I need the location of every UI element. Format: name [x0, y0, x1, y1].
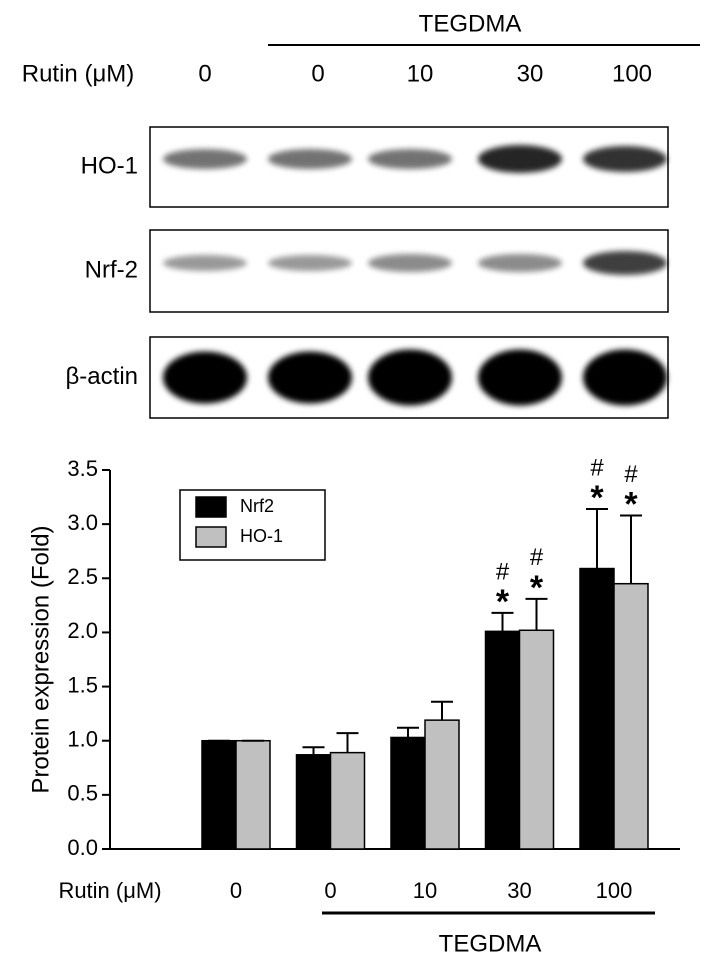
- group-label: TEGDMA: [439, 930, 542, 957]
- lane-label: 30: [517, 60, 544, 87]
- x-tick-label: 0: [324, 878, 336, 903]
- bar: [295, 754, 332, 850]
- band: [163, 255, 247, 271]
- lane-label: 0: [311, 60, 324, 87]
- band: [268, 149, 352, 169]
- row-label: Nrf-2: [85, 256, 138, 283]
- treatment-label: TEGDMA: [419, 10, 522, 37]
- bar-chart: 0.0 0.5 1.0 1.5 2.0 2.5 3.0 3.5 Protein expressi…: [27, 454, 680, 957]
- western-blot: 0 0 10 30 100 HO-1 Nrf-2 β-actin: [66, 60, 669, 419]
- y-tick-label: 3.5: [67, 456, 98, 481]
- bar: [484, 630, 521, 850]
- band: [583, 146, 667, 172]
- significance-label: #: [590, 454, 604, 481]
- significance-label: #: [624, 461, 638, 488]
- significance-label: #: [530, 544, 544, 571]
- band: [163, 149, 247, 169]
- lane-label: 100: [612, 60, 652, 87]
- y-axis-title: Protein expression (Fold): [27, 525, 54, 793]
- band: [583, 251, 667, 275]
- bar: [235, 739, 271, 850]
- bar: [579, 567, 615, 850]
- y-tick-label: 0.0: [67, 835, 98, 860]
- band: [368, 149, 452, 169]
- legend-swatch: [195, 526, 227, 548]
- significance-label: #: [496, 558, 510, 585]
- band: [478, 254, 562, 272]
- x-tick-label: 10: [413, 878, 437, 903]
- bar: [613, 582, 649, 850]
- legend-label: Nrf2: [240, 496, 274, 516]
- significance-label: *: [496, 583, 510, 621]
- significance-label: *: [624, 485, 638, 523]
- bar: [518, 629, 555, 850]
- band: [368, 349, 452, 406]
- bar: [329, 751, 366, 850]
- bar: [390, 736, 426, 850]
- legend-label: HO-1: [240, 526, 283, 546]
- lane-label: 0: [198, 60, 211, 87]
- dose-label: Rutin (μM): [22, 60, 135, 87]
- x-axis-title: Rutin (μM): [58, 878, 161, 903]
- legend-swatch: [195, 496, 227, 518]
- band: [368, 254, 452, 272]
- band: [268, 255, 352, 271]
- x-tick-label: 30: [507, 878, 531, 903]
- x-tick-label: 0: [230, 878, 242, 903]
- row-label: HO-1: [81, 152, 138, 179]
- bar: [201, 739, 237, 850]
- band: [163, 351, 247, 404]
- y-tick-label: 2.5: [67, 564, 98, 589]
- x-tick-label: 100: [596, 878, 633, 903]
- y-tick-label: 2.0: [67, 618, 98, 643]
- significance-label: *: [590, 479, 604, 517]
- significance-label: *: [530, 569, 544, 607]
- band: [268, 351, 352, 404]
- y-tick-label: 1.5: [67, 672, 98, 697]
- bar: [424, 719, 460, 850]
- y-tick-label: 3.0: [67, 510, 98, 535]
- y-tick-label: 1.0: [67, 727, 98, 752]
- y-tick-label: 0.5: [67, 781, 98, 806]
- lane-label: 10: [407, 60, 434, 87]
- band: [478, 145, 562, 173]
- row-label: β-actin: [66, 363, 139, 390]
- band: [583, 349, 667, 406]
- band: [478, 349, 562, 406]
